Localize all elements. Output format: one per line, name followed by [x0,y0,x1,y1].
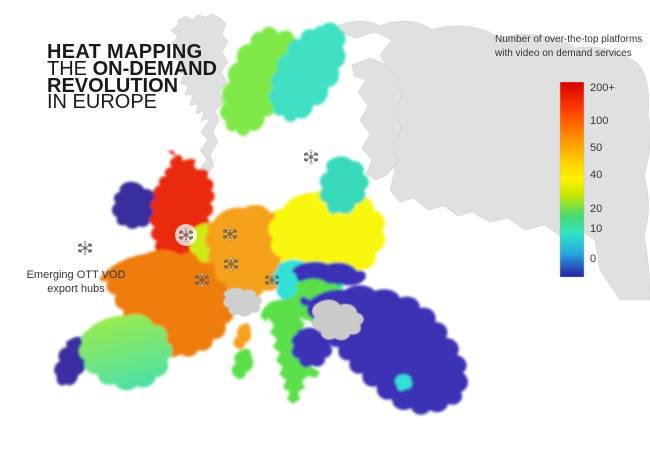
svg-text:export hubs: export hubs [47,283,105,295]
svg-text:with video on demand services: with video on demand services [494,48,632,59]
svg-text:100: 100 [590,115,608,127]
svg-text:40: 40 [590,169,602,181]
svg-text:Number of over-the-top platfo: Number of over-the-top platforms [495,34,642,45]
svg-text:20: 20 [590,203,602,215]
svg-text:200+: 200+ [590,82,615,94]
svg-text:0: 0 [590,253,596,265]
svg-text:50: 50 [590,142,602,154]
svg-text:Emerging OTT VOD: Emerging OTT VOD [27,269,126,281]
svg-text:10: 10 [590,223,602,235]
svg-text:IN EUROPE: IN EUROPE [47,91,157,113]
